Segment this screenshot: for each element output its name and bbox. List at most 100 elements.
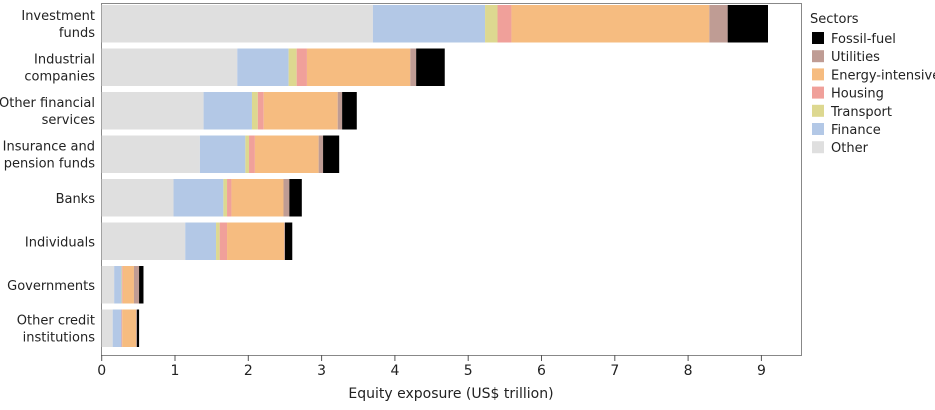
bar-segment-housing [257, 92, 264, 130]
bar-segment-housing [227, 179, 232, 217]
bar-segment-utilities [709, 5, 728, 43]
legend-swatch-transport [812, 104, 824, 117]
legend-label-utilities: Utilities [831, 50, 880, 65]
bar-segment-transport [251, 92, 258, 130]
bar-segment-utilities [318, 135, 324, 173]
bar-segment-transport [121, 266, 123, 304]
legend-label-finance: Finance [831, 123, 881, 138]
bar-segment-finance [114, 266, 122, 304]
bar-segment-housing [497, 5, 512, 43]
x-tick-label: 1 [171, 363, 180, 379]
category-label-line: Banks [56, 192, 96, 207]
bar-segment-other [101, 309, 113, 347]
legend-label-fossil-fuel: Fossil-fuel [831, 32, 896, 47]
x-tick-label: 9 [757, 363, 766, 379]
legend-swatch-housing [812, 86, 824, 99]
category-label: Other credit institutions [17, 313, 95, 345]
legend: Sectors Fossil-fuel Utilities Energy-inten… [810, 12, 935, 156]
bar-segment-housing [296, 48, 307, 86]
category-label-line: Other financial [0, 96, 95, 111]
x-tick-label: 8 [684, 363, 693, 379]
bar-segment-fossil-fuel [323, 135, 340, 173]
bar-segment-utilities [284, 222, 285, 260]
bar-segment-energy-intensive [231, 179, 284, 217]
bar-segment-housing [121, 309, 123, 347]
x-tick-label: 6 [537, 363, 546, 379]
bar-segment-utilities [133, 266, 140, 304]
bar-segment-finance [173, 179, 224, 217]
bar-segment-fossil-fuel [727, 5, 768, 43]
category-label: Insurance and pension funds [3, 139, 96, 171]
bar-segment-finance [199, 135, 246, 173]
x-tick-label: 4 [390, 363, 399, 379]
category-label: Banks [56, 192, 96, 207]
bar-segment-energy-intensive [511, 5, 710, 43]
bar-segment-housing [122, 266, 123, 304]
category-label: Other financial services [0, 96, 95, 128]
bar-segment-fossil-fuel [289, 179, 302, 217]
bar-segment-transport [245, 135, 250, 173]
bar-segment-utilities [410, 48, 417, 86]
bar-segment-other [101, 222, 186, 260]
category-label: Industrial companies [24, 52, 95, 84]
legend-label-transport: Transport [830, 105, 892, 120]
bar-segment-energy-intensive [227, 222, 285, 260]
bar-segment-finance [237, 48, 289, 86]
category-label-line: Insurance and [3, 139, 95, 154]
bar-segment-other [101, 135, 200, 173]
legend-swatch-utilities [812, 50, 824, 63]
x-tick-label: 0 [97, 363, 106, 379]
bar-segment-other [101, 92, 204, 130]
bar-segment-fossil-fuel [136, 309, 140, 347]
category-label-line: Industrial [34, 52, 95, 67]
x-axis-label: Equity exposure (US$ trillion) [348, 386, 553, 402]
bar-segment-fossil-fuel [416, 48, 445, 86]
bar-segment-other [101, 48, 238, 86]
legend-swatch-fossil-fuel [812, 32, 824, 44]
category-label-line: Other credit [17, 313, 95, 328]
bar-segment-finance [203, 92, 252, 130]
bar-segment-fossil-fuel [284, 222, 293, 260]
bar-segment-transport [216, 222, 220, 260]
bar-segment-utilities [337, 92, 343, 130]
category-label: Individuals [25, 235, 95, 250]
legend-title: Sectors [810, 12, 859, 27]
plot-frame [101, 3, 802, 356]
legend-swatch-energy-intensive [812, 68, 824, 81]
x-tick-label: 2 [244, 363, 253, 379]
category-label-line: Investment [21, 9, 95, 24]
bar-segment-utilities [136, 309, 137, 347]
x-axis: 0 1 2 3 4 5 6 7 8 9 [97, 355, 766, 379]
category-label-line: funds [59, 26, 95, 41]
bar-segment-fossil-fuel [139, 266, 144, 304]
category-labels: Investment funds Industrial companies Other … [0, 9, 95, 346]
category-label: Investment funds [21, 9, 95, 41]
legend-label-housing: Housing [831, 87, 884, 102]
legend-swatch-finance [812, 123, 824, 135]
bar-segment-energy-intensive [306, 48, 411, 86]
category-label-line: Governments [7, 279, 95, 294]
category-label: Governments [7, 279, 95, 294]
legend-label-energy-intensive: Energy-intensive [831, 68, 935, 83]
bar-segment-finance [185, 222, 217, 260]
bar-segment-transport [288, 48, 297, 86]
x-tick-label: 5 [464, 363, 473, 379]
category-label-line: companies [24, 69, 95, 84]
category-label-line: services [42, 113, 96, 128]
category-label-line: institutions [23, 330, 96, 345]
x-tick-label: 3 [317, 363, 326, 379]
legend-swatch-other [812, 141, 824, 154]
bar-segment-other [101, 266, 115, 304]
bar-segment-other [101, 179, 174, 217]
bars-group [101, 5, 768, 347]
bar-segment-housing [249, 135, 255, 173]
bar-segment-transport [223, 179, 228, 217]
category-label-line: Individuals [25, 235, 95, 250]
bar-segment-finance [112, 309, 122, 347]
bar-segment-energy-intensive [122, 309, 137, 347]
bar-segment-energy-intensive [122, 266, 134, 304]
bar-segment-other [101, 5, 373, 43]
category-label-line: pension funds [4, 156, 96, 171]
legend-label-other: Other [831, 141, 869, 156]
